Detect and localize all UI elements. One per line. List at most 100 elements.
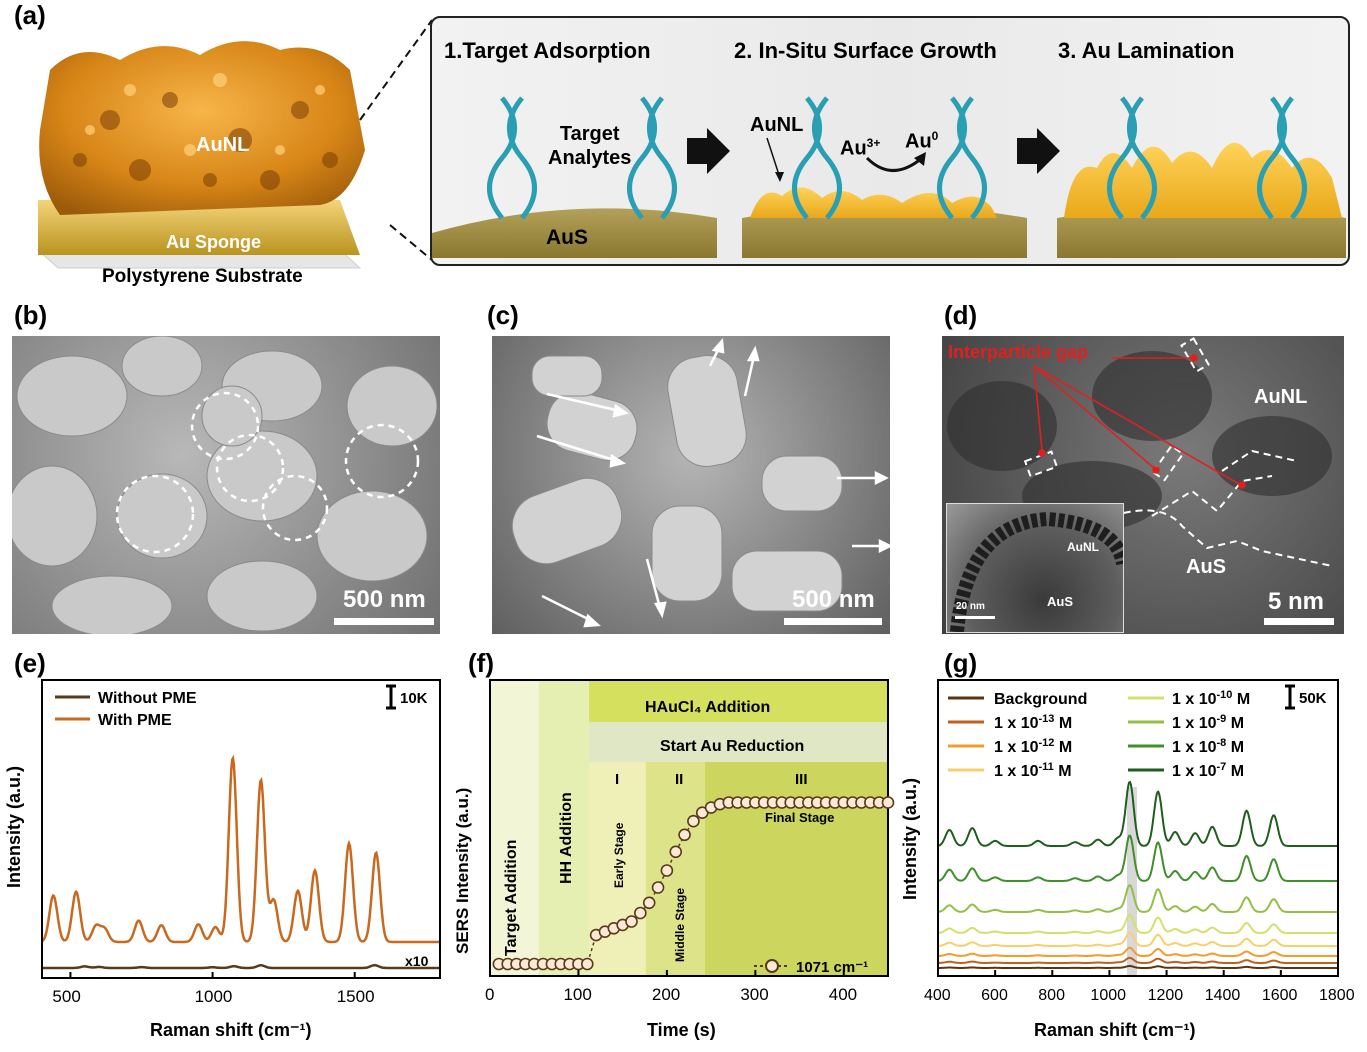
chart-f-stage-3: III [795, 771, 808, 788]
chart-f-ylabel: SERS Intensity (a.u.) [453, 788, 472, 954]
chart-f-header-1: HAuCl₄ Addition [645, 699, 770, 716]
chart-f-points [492, 796, 895, 971]
tick-label-g-1400: 1400 [1205, 987, 1241, 1004]
spectrum-g-7 [937, 834, 1338, 882]
tick-label-e-500: 500 [52, 987, 80, 1006]
chart-f-region-early: Early Stage [612, 822, 626, 888]
chart-f-region-final: Final Stage [765, 810, 834, 825]
chart-f-ticks: 0 100 200 300 400 [485, 970, 857, 1004]
legend-g-label-4: 1 x 10-10 M [1172, 689, 1250, 708]
chart-g-legend: Background 1 x 10-13 M 1 x 10-12 M 1 x 1… [948, 689, 1250, 780]
spectrum-g-3 [937, 946, 1338, 957]
tem-inset: AuNL AuS 20 nm [946, 503, 1124, 633]
sem-image-b: 500 nm [12, 336, 440, 634]
tick-label-g-1800: 1800 [1319, 987, 1355, 1004]
tick-label-g-800: 800 [1038, 987, 1065, 1004]
inset-scale-bar [955, 616, 995, 619]
scale-d-bar [1264, 618, 1334, 625]
chart-e-ticks: 500 1000 1500 [52, 972, 375, 1006]
point-f-160 [625, 915, 638, 928]
step-2-title: 2. In-Situ Surface Growth [734, 38, 997, 63]
panel-label-g: (g) [944, 648, 978, 678]
growth-direction-arrows [536, 338, 890, 628]
au0-label: Au0 [905, 129, 939, 153]
inset-scale-label: 20 nm [956, 601, 985, 612]
panel-label-b: (b) [14, 300, 48, 330]
legend-g-label-1: 1 x 10-13 M [994, 713, 1072, 732]
chart-f-region-middle: Middle Stage [673, 888, 687, 962]
chart-e: 500 1000 1500 Raman shift (cm⁻¹) Intensity… [4, 679, 441, 1040]
legend-g-label-7: 1 x 10-7 M [1172, 761, 1244, 780]
spectrum-g-8 [937, 780, 1338, 847]
chart-e-xlabel: Raman shift (cm⁻¹) [150, 1020, 312, 1040]
legend-f-swatch-marker [765, 959, 779, 973]
peak-highlight-band [1127, 787, 1137, 977]
legend-g-label-3: 1 x 10-11 M [994, 761, 1072, 780]
au3-label: Au3+ [840, 136, 881, 160]
scale-b-label: 500 nm [343, 586, 426, 613]
tick-label-f-300: 300 [740, 985, 768, 1004]
legend-g-label-bg: Background [994, 691, 1087, 708]
aunl-label: AuNL [196, 134, 250, 156]
legend-f-label: 1071 cm⁻¹ [796, 959, 868, 976]
chart-f-stage-1: I [615, 771, 619, 788]
interparticle-gap-label: Interparticle gap [948, 342, 1089, 362]
polystyrene-substrate-label: Polystyrene Substrate [102, 266, 303, 287]
tick-label-e-1000: 1000 [195, 987, 233, 1006]
chart-e-frame [41, 679, 441, 979]
inset-aunl-label: AuNL [1067, 540, 1099, 554]
chart-f-stage-2: II [675, 771, 683, 788]
point-f-230 [687, 814, 700, 828]
chart-f-header-2: Start Au Reduction [660, 738, 804, 755]
panel-label-a: (a) [14, 0, 46, 30]
spectrum-g-6 [937, 884, 1338, 913]
header-band-2 [589, 722, 888, 762]
spectrum-g-5 [938, 913, 1338, 935]
scale-e-label: 10K [400, 690, 428, 707]
point-f-450 [881, 796, 895, 809]
spectrum-g-4 [938, 931, 1338, 948]
scale-c-label: 500 nm [792, 586, 875, 613]
chart-e-series [41, 754, 440, 970]
step-arrow-2 [1017, 128, 1060, 174]
point-f-210 [669, 845, 683, 859]
point-f-180 [642, 896, 656, 910]
tick-label-g-600: 600 [981, 987, 1008, 1004]
legend-e-label-1: Without PME [98, 690, 197, 707]
spectrum-e-1 [42, 963, 440, 970]
tem-image-d: Interparticle gap AuNL AuS 5 nm AuNL AuS… [942, 336, 1344, 634]
panel-label-f: (f) [468, 648, 494, 678]
aus-substrate-1 [432, 208, 717, 258]
legend-g-label-2: 1 x 10-12 M [994, 737, 1072, 756]
gap-pointer-arrows [1033, 354, 1246, 489]
sem-image-c: 500 nm [492, 336, 890, 634]
dashed-circle-annotations [115, 391, 420, 554]
legend-e-label-2: With PME [98, 712, 172, 729]
point-f-200 [660, 864, 674, 877]
sem-c-particles [511, 338, 890, 628]
chart-f-regions [490, 680, 888, 976]
mechanism-scheme: 1.Target Adsorption 2. In-Situ Surface G… [430, 16, 1350, 266]
point-f-110 [580, 957, 594, 971]
step-arrow-1 [687, 128, 730, 174]
dna-helix-icons [487, 96, 1307, 220]
multiplier-e-label: x10 [405, 953, 429, 969]
chart-g-xlabel: Raman shift (cm⁻¹) [1034, 1020, 1196, 1040]
dashed-boundaries [1023, 337, 1333, 567]
chart-g: 400 600 800 1000 1200 1400 1600 1800 Background… [900, 679, 1355, 1040]
chart-f-region-hh: HH Addition [558, 792, 575, 884]
tick-label-g-1200: 1200 [1148, 987, 1184, 1004]
scale-d-label: 5 nm [1268, 588, 1325, 615]
scale-g-label: 50K [1299, 690, 1327, 707]
scale-c-bar [784, 618, 882, 625]
region-f-2 [538, 680, 590, 976]
aunl-arrow-label: AuNL [750, 114, 804, 136]
tem-aunl-label: AuNL [1254, 386, 1308, 408]
zoom-dashed-lines [359, 19, 433, 261]
tick-label-f-0: 0 [485, 985, 494, 1004]
aus-substrate-3 [1057, 205, 1346, 258]
tick-label-g-400: 400 [924, 987, 951, 1004]
chart-f-region-target: Target Addition [503, 840, 520, 956]
point-f-170 [634, 906, 647, 920]
chart-g-ylabel: Intensity (a.u.) [900, 778, 920, 900]
